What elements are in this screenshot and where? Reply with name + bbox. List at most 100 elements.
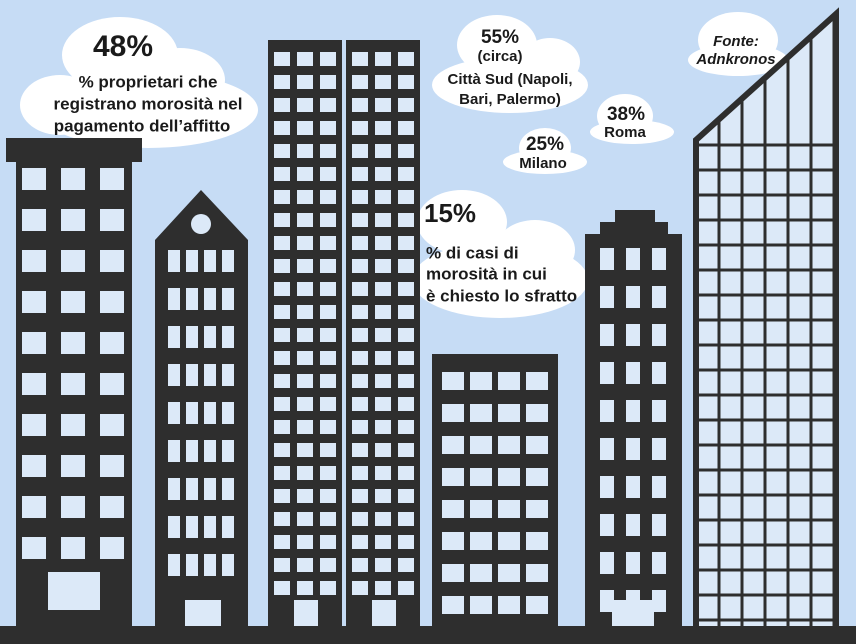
window [352, 374, 368, 388]
window [398, 351, 414, 365]
window [352, 236, 368, 250]
window [22, 250, 46, 272]
window [22, 455, 46, 477]
window [274, 75, 290, 89]
window [398, 489, 414, 503]
window [600, 514, 614, 536]
window [352, 282, 368, 296]
window [352, 558, 368, 572]
window [274, 144, 290, 158]
window [626, 362, 640, 384]
window [498, 468, 520, 486]
window [398, 535, 414, 549]
window [375, 489, 391, 503]
window [320, 98, 336, 112]
window [204, 288, 216, 310]
window [352, 121, 368, 135]
window [375, 420, 391, 434]
window [320, 328, 336, 342]
callout-value: 25% [526, 134, 564, 155]
window [297, 282, 313, 296]
window [498, 500, 520, 518]
window [352, 512, 368, 526]
building-cornice [6, 138, 142, 162]
window [398, 512, 414, 526]
window [274, 328, 290, 342]
window [600, 400, 614, 422]
window [61, 250, 85, 272]
window [375, 52, 391, 66]
window [526, 404, 548, 422]
window [297, 466, 313, 480]
callout-text: Bari, Palermo) [459, 91, 561, 108]
window [652, 590, 666, 612]
window [352, 75, 368, 89]
window [222, 440, 234, 462]
window [375, 75, 391, 89]
window [274, 397, 290, 411]
window [204, 364, 216, 386]
window [100, 332, 124, 354]
window [398, 52, 414, 66]
window [526, 436, 548, 454]
window [22, 373, 46, 395]
window [526, 532, 548, 550]
window [100, 496, 124, 518]
window [398, 305, 414, 319]
window [352, 144, 368, 158]
window [274, 259, 290, 273]
window [297, 190, 313, 204]
window [375, 236, 391, 250]
window [168, 364, 180, 386]
window [274, 535, 290, 549]
window [375, 581, 391, 595]
window [297, 52, 313, 66]
window [320, 144, 336, 158]
window [297, 374, 313, 388]
window [22, 209, 46, 231]
window [398, 328, 414, 342]
window [274, 374, 290, 388]
window [61, 373, 85, 395]
window [297, 351, 313, 365]
window [297, 443, 313, 457]
cloud [590, 94, 674, 144]
window [320, 236, 336, 250]
window [186, 554, 198, 576]
window [274, 305, 290, 319]
window [297, 144, 313, 158]
window [626, 514, 640, 536]
window [274, 98, 290, 112]
window [600, 476, 614, 498]
window [652, 324, 666, 346]
window [398, 167, 414, 181]
window [352, 581, 368, 595]
window [398, 374, 414, 388]
window [320, 305, 336, 319]
window [398, 443, 414, 457]
callout-text: Roma [604, 124, 646, 141]
window [375, 282, 391, 296]
source-label: Fonte: [713, 33, 759, 50]
window [204, 554, 216, 576]
window [22, 291, 46, 313]
window [61, 332, 85, 354]
window [297, 397, 313, 411]
window [320, 121, 336, 135]
window [222, 554, 234, 576]
door [294, 600, 318, 626]
window [375, 121, 391, 135]
window [297, 305, 313, 319]
window [398, 190, 414, 204]
window [626, 324, 640, 346]
window [600, 438, 614, 460]
window [600, 552, 614, 574]
callout-text: % proprietari che [79, 72, 218, 91]
window [204, 250, 216, 272]
window [470, 564, 492, 582]
window [398, 558, 414, 572]
window [297, 167, 313, 181]
window [652, 248, 666, 270]
window [470, 500, 492, 518]
